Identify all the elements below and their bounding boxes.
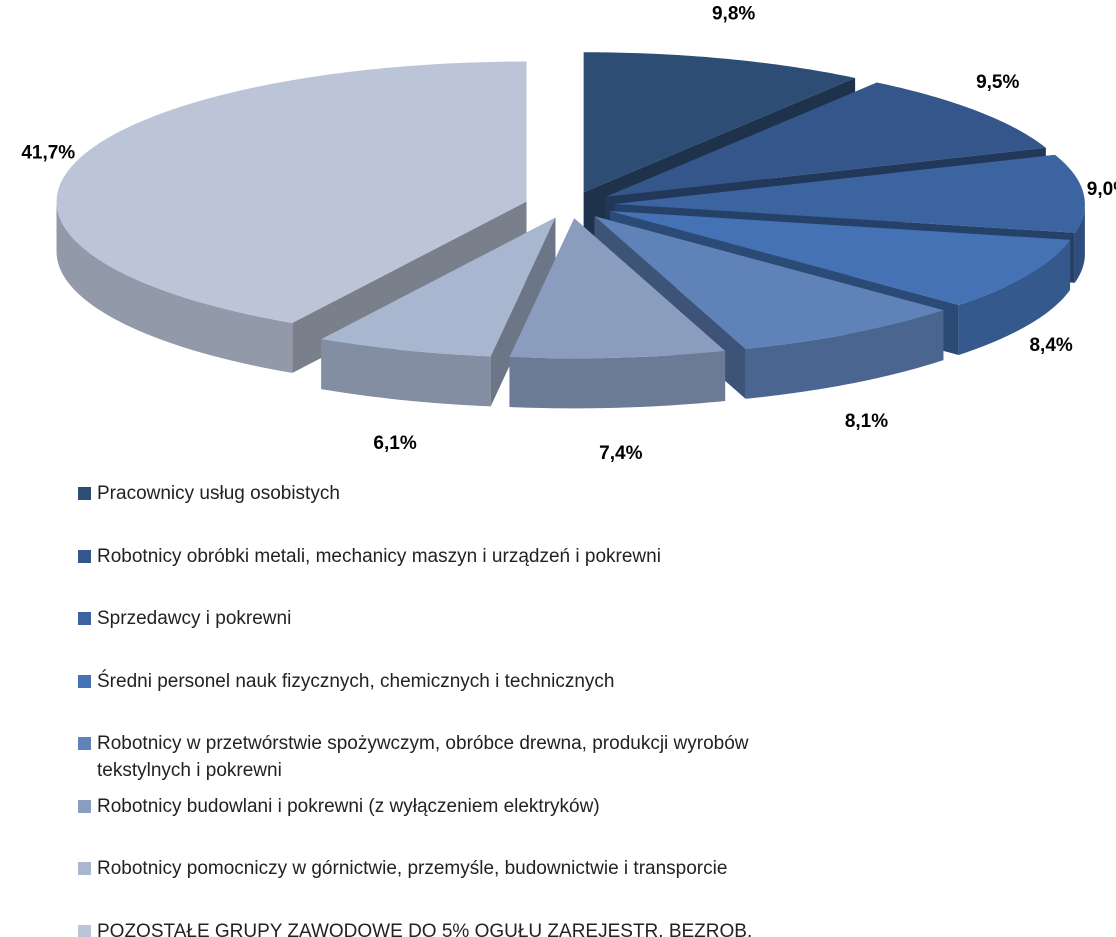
slice-shade: [958, 239, 1071, 355]
legend-swatch: [78, 737, 91, 750]
legend-label: POZOSTAŁE GRUPY ZAWODOWE DO 5% OGUŁU ZAR…: [97, 920, 753, 937]
slice-top: [583, 52, 856, 193]
data-label: 7,4%: [599, 443, 642, 464]
slice-top: [594, 216, 944, 349]
slice-shade: [321, 339, 491, 407]
data-label: 8,1%: [845, 411, 888, 432]
legend-item: Średni personel nauk fizycznych, chemicz…: [78, 668, 778, 695]
legend-swatch: [78, 549, 91, 563]
legend-swatch: [78, 674, 91, 688]
data-label: 9,0%: [1087, 179, 1116, 200]
slice-wall: [321, 339, 491, 407]
slice-top: [614, 154, 1085, 233]
data-label: 9,8%: [712, 3, 755, 24]
legend-item: Robotnicy budowlani i pokrewni (z wyłącz…: [78, 793, 778, 820]
slice-wall: [958, 239, 1071, 355]
legend-label: Pracownicy usług osobistych: [97, 483, 340, 504]
slice-top: [56, 61, 527, 323]
slice-wall: [56, 201, 293, 373]
legend-item: POZOSTAŁE GRUPY ZAWODOWE DO 5% OGUŁU ZAR…: [78, 918, 778, 937]
slice: [509, 218, 726, 409]
slice-shade: [56, 201, 293, 373]
slice-wall: [509, 350, 726, 409]
data-label: 41,7%: [21, 142, 75, 163]
slice-top: [605, 82, 1046, 197]
legend-label: Robotnicy budowlani i pokrewni (z wyłącz…: [97, 795, 600, 817]
data-label: 6,1%: [373, 433, 416, 454]
slice: [321, 217, 556, 407]
legend-item: Pracownicy usług osobistych: [78, 480, 778, 507]
slice-wall: [1074, 203, 1085, 283]
legend-label: Średni personel nauk fizycznych, chemicz…: [97, 670, 615, 692]
legend-label: Robotnicy w przetwórstwie spożywczym, ob…: [97, 733, 749, 781]
data-label: 8,4%: [1029, 335, 1072, 356]
legend-item: Sprzedawcy i pokrewni: [78, 605, 778, 632]
legend-swatch: [78, 862, 91, 875]
legend-item: Robotnicy obróbki metali, mechanicy masz…: [78, 543, 778, 570]
legend-swatch: [78, 924, 91, 937]
data-label: 9,5%: [976, 72, 1019, 93]
slice-wall: [745, 310, 944, 399]
slice-shade: [745, 310, 944, 399]
slice-shade: [1074, 203, 1085, 283]
slice-top: [610, 211, 1071, 305]
legend-label: Robotnicy obróbki metali, mechanicy masz…: [97, 545, 661, 567]
slice-shade: [509, 350, 726, 409]
legend-label: Robotnicy pomocniczy w górnictwie, przem…: [97, 858, 728, 879]
slice-top: [321, 217, 556, 357]
legend-item: Robotnicy w przetwórstwie spożywczym, ob…: [78, 730, 778, 784]
legend-swatch: [78, 612, 91, 625]
legend-label: Sprzedawcy i pokrewni: [97, 608, 292, 629]
legend-item: Robotnicy pomocniczy w górnictwie, przem…: [78, 855, 778, 882]
slice-top: [509, 218, 726, 359]
pie-plot: 9,8% 9,5% 9,0% 8,4% 8,1% 7,4% 6,1% 41,7%: [21, 3, 1116, 464]
legend-swatch: [78, 487, 91, 500]
legend-swatch: [78, 799, 91, 813]
